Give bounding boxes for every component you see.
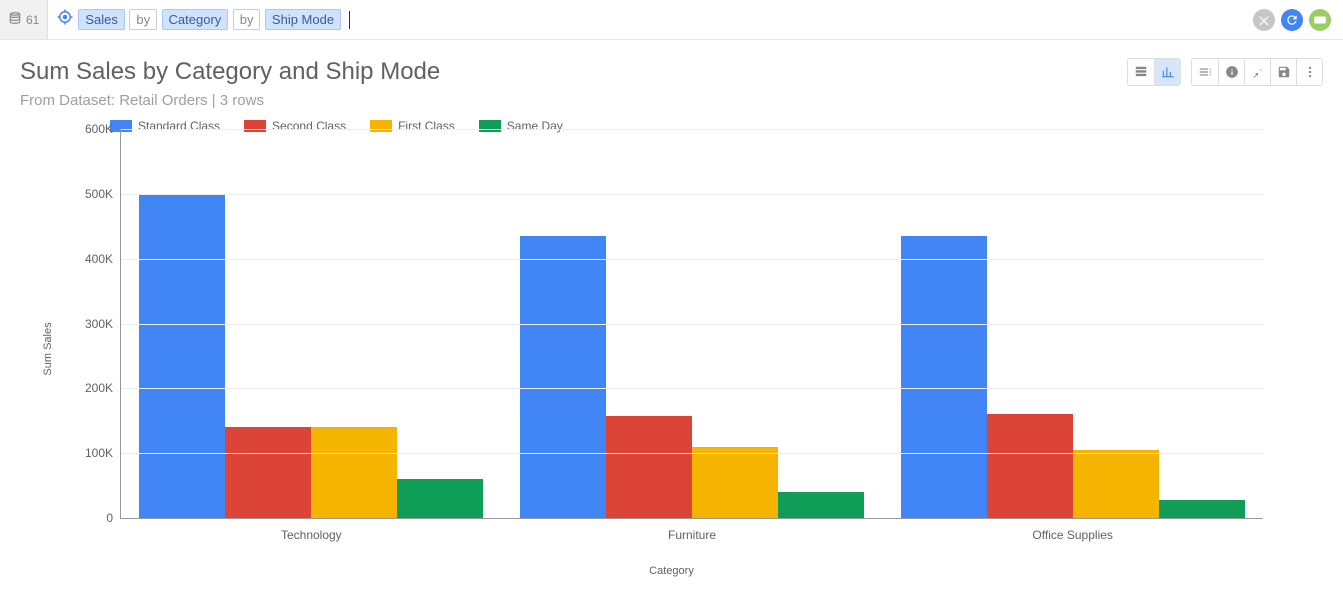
table-view-button[interactable] xyxy=(1128,59,1154,85)
bar[interactable] xyxy=(692,447,778,518)
grid-line xyxy=(121,388,1263,389)
query-input[interactable]: Sales by Category by Ship Mode xyxy=(48,0,1253,39)
query-token-field[interactable]: Ship Mode xyxy=(265,9,341,30)
text-cursor xyxy=(349,11,350,29)
y-axis-label: Sum Sales xyxy=(42,322,54,375)
bar[interactable] xyxy=(225,427,311,518)
bar[interactable] xyxy=(139,194,225,518)
page-subtitle: From Dataset: Retail Orders | 3 rows xyxy=(20,92,440,109)
clear-query-button[interactable] xyxy=(1253,9,1275,31)
titles: Sum Sales by Category and Ship Mode From… xyxy=(20,58,440,109)
bar[interactable] xyxy=(397,479,483,518)
view-toolbar xyxy=(1127,58,1323,86)
info-button[interactable] xyxy=(1218,59,1244,85)
x-axis-label: Category xyxy=(649,565,694,577)
plot-area: TechnologyFurnitureOffice Supplies 0100K… xyxy=(120,129,1263,519)
bar[interactable] xyxy=(901,236,987,518)
bar[interactable] xyxy=(987,414,1073,518)
y-tick-label: 400K xyxy=(73,252,113,266)
grid-line xyxy=(121,324,1263,325)
category-label: Furniture xyxy=(668,528,716,542)
category-label: Office Supplies xyxy=(1032,528,1113,542)
query-controls xyxy=(1253,9,1343,31)
query-token-keyword[interactable]: by xyxy=(233,9,261,30)
record-count: 61 xyxy=(26,13,39,27)
database-icon xyxy=(8,11,22,28)
page-title: Sum Sales by Category and Ship Mode xyxy=(20,58,440,86)
actions-group xyxy=(1191,58,1323,86)
refresh-button[interactable] xyxy=(1281,9,1303,31)
y-tick-label: 500K xyxy=(73,187,113,201)
bar[interactable] xyxy=(520,236,606,518)
bar[interactable] xyxy=(1073,450,1159,518)
query-token-field[interactable]: Sales xyxy=(78,9,125,30)
y-tick-label: 300K xyxy=(73,317,113,331)
grid-line xyxy=(121,453,1263,454)
category-label: Technology xyxy=(281,528,342,542)
grid-line xyxy=(121,194,1263,195)
settings-button[interactable] xyxy=(1192,59,1218,85)
more-button[interactable] xyxy=(1296,59,1322,85)
y-tick-label: 600K xyxy=(73,122,113,136)
query-tokens: Sales by Category by Ship Mode xyxy=(78,9,341,30)
content-area: Sum Sales by Category and Ship Mode From… xyxy=(0,40,1343,597)
chart: Standard ClassSecond ClassFirst ClassSam… xyxy=(20,119,1323,579)
header-row: Sum Sales by Category and Ship Mode From… xyxy=(20,58,1323,109)
y-tick-label: 0 xyxy=(73,511,113,525)
y-tick-label: 100K xyxy=(73,446,113,460)
query-token-keyword[interactable]: by xyxy=(129,9,157,30)
query-target-icon xyxy=(56,8,74,31)
query-token-field[interactable]: Category xyxy=(162,9,229,30)
record-count-badge: 61 xyxy=(0,0,48,39)
grid-line xyxy=(121,129,1263,130)
grid-line xyxy=(121,259,1263,260)
save-button[interactable] xyxy=(1270,59,1296,85)
chart-view-button[interactable] xyxy=(1154,59,1180,85)
bar[interactable] xyxy=(311,427,397,518)
y-tick-label: 200K xyxy=(73,381,113,395)
view-mode-group xyxy=(1127,58,1181,86)
query-bar: 61 Sales by Category by Ship Mode xyxy=(0,0,1343,40)
bar[interactable] xyxy=(606,416,692,518)
run-button[interactable] xyxy=(1309,9,1331,31)
bar[interactable] xyxy=(778,492,864,518)
bar[interactable] xyxy=(1159,500,1245,518)
pin-button[interactable] xyxy=(1244,59,1270,85)
